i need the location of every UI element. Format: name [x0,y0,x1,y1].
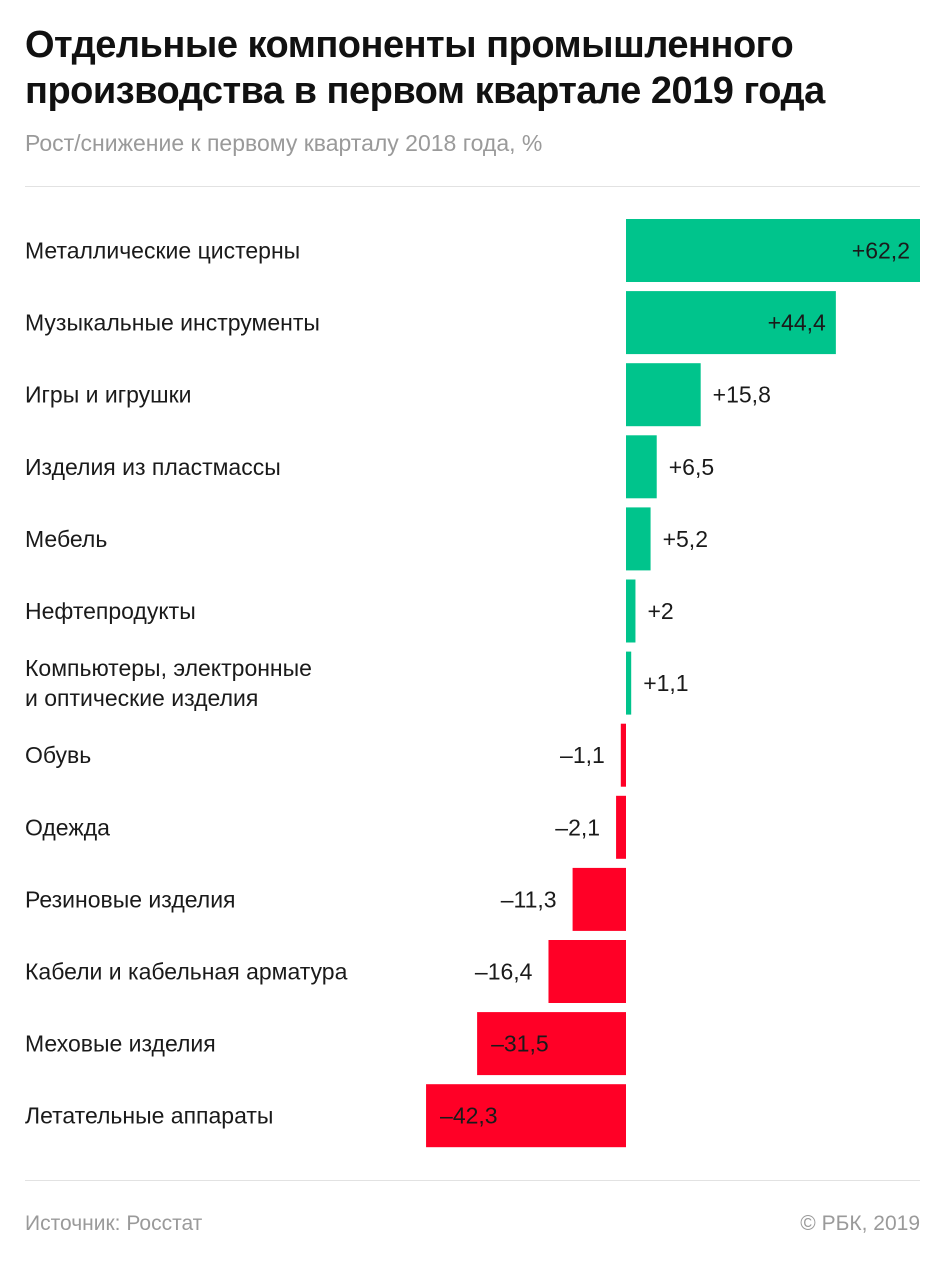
value-label-0: +62,2 [852,238,910,264]
category-label-2: Игры и игрушки [25,382,192,408]
bar-10 [548,940,626,1003]
category-label-6-0: Компьютеры, электронные [25,655,312,681]
category-label-8: Одежда [25,814,110,840]
bottom-divider [25,1180,920,1181]
source-note: Источник: Росстат [25,1212,203,1235]
category-label-7: Обувь [25,742,91,768]
value-label-8: –2,1 [555,814,600,840]
bar-3 [626,435,657,499]
category-label-10: Кабели и кабельная арматура [25,959,348,985]
category-label-5: Нефтепродукты [25,598,196,624]
bar-0 [626,219,920,282]
bar-4 [626,507,651,571]
value-label-9: –11,3 [501,886,557,912]
value-label-3: +6,5 [669,454,714,480]
bar-9 [572,867,626,931]
category-label-4: Мебель [25,526,107,552]
value-label-10: –16,4 [475,959,533,985]
category-label-1: Музыкальные инструменты [25,310,320,336]
chart-subtitle: Рост/снижение к первому кварталу 2018 го… [25,130,543,156]
category-label-12: Летательные аппараты [25,1103,273,1129]
bar-11 [477,1012,626,1076]
value-label-1: +44,4 [768,310,826,336]
value-label-2: +15,8 [713,382,771,408]
value-label-5: +2 [647,598,673,624]
category-label-6-1: и оптические изделия [25,685,258,711]
category-label-0: Металлические цистерны [25,238,300,264]
top-divider [25,186,920,187]
bar-8 [616,795,626,859]
bar-2 [626,363,701,427]
bar-1 [626,291,836,355]
copyright-note: © РБК, 2019 [800,1212,920,1235]
value-label-11: –31,5 [491,1031,549,1057]
bar-6 [626,651,632,715]
value-label-4: +5,2 [663,526,708,552]
bar-7 [620,723,626,787]
bar-5 [626,579,636,643]
value-label-6: +1,1 [643,670,688,696]
chart-title: Отдельные компоненты промышленного произ… [25,24,825,112]
category-label-3: Изделия из пластмассы [25,454,281,480]
value-label-12: –42,3 [440,1103,498,1129]
category-label-11: Меховые изделия [25,1031,216,1057]
value-label-7: –1,1 [560,742,605,768]
category-label-9: Резиновые изделия [25,886,236,912]
bar-12 [426,1084,626,1148]
